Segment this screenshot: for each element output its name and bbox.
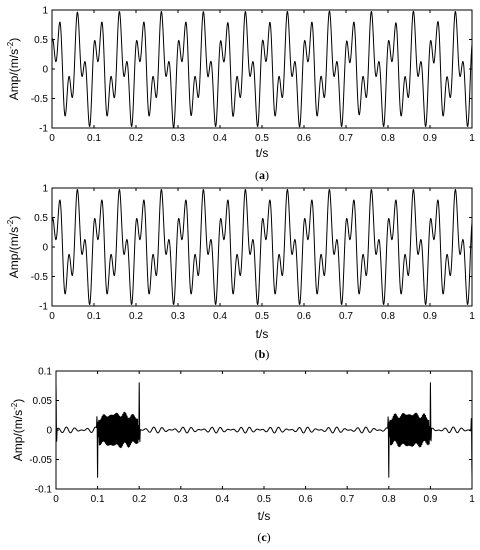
y-tick-label: 0.5 (34, 35, 48, 46)
x-tick-label: 0.3 (174, 494, 188, 505)
y-tick-label: 0.1 (38, 367, 52, 378)
y-axis-label: Amp/(m/s-2) (10, 399, 25, 461)
y-tick-label: 1 (42, 6, 48, 17)
caption-close: ) (265, 347, 269, 361)
y-tick-label: -0.1 (35, 485, 53, 496)
x-tick-label: 0.8 (381, 133, 395, 144)
x-tick-label: 0.6 (297, 311, 311, 322)
panel-caption: (b) (255, 347, 270, 361)
x-tick-label: 0.8 (381, 311, 395, 322)
x-tick-label: 0.1 (87, 311, 101, 322)
x-axis-label: t/s (258, 509, 271, 523)
x-tick-label: 0.4 (215, 494, 229, 505)
x-tick-label: 0.7 (339, 133, 353, 144)
x-tick-label: 1 (469, 311, 475, 322)
y-tick-label: 0.05 (33, 396, 53, 407)
x-tick-label: 1 (469, 133, 475, 144)
x-tick-label: 0.2 (129, 133, 143, 144)
series-line (55, 382, 473, 478)
x-tick-label: 0.4 (213, 133, 227, 144)
y-tick-label: -1 (39, 302, 48, 313)
y-tick-label: -1 (39, 124, 48, 135)
y-axis-label-sup: -2 (6, 41, 15, 49)
series-line (51, 189, 473, 305)
caption-letter: c (261, 530, 267, 544)
x-tick-label: 0.1 (87, 133, 101, 144)
y-tick-label: 0.5 (34, 213, 48, 224)
y-axis-label-sup: -2 (10, 402, 19, 410)
caption-letter: a (259, 168, 265, 182)
x-tick-label: 0.5 (257, 494, 271, 505)
x-tick-label: 0.4 (213, 311, 227, 322)
y-tick-label: -0.5 (31, 272, 49, 283)
x-tick-label: 0.9 (423, 311, 437, 322)
x-tick-label: 0.3 (171, 133, 185, 144)
chart-panel-c: 0 0.1 0.2 0.3 0.4 0.5 0.6 0.7 0.8 0.9 1 -0.1 -0.05 0 0… (10, 367, 475, 545)
x-tick-label: 1 (469, 494, 475, 505)
y-axis-label: Amp/(m/s-2) (6, 38, 21, 100)
panel-caption: (c) (257, 530, 270, 544)
x-axis-label: t/s (256, 146, 269, 160)
x-tick-label: 0.7 (340, 494, 354, 505)
y-axis-label-main: Amp/(m/s (7, 227, 21, 278)
x-tick-label: 0.6 (299, 494, 313, 505)
y-tick-label: -0.5 (31, 94, 49, 105)
x-tick-label: 0.9 (423, 133, 437, 144)
chart-panel-a: 0 0.1 0.2 0.3 0.4 0.5 0.6 0.7 0.8 0.9 1 -1 -0.5 0 0.5 1… (6, 6, 475, 183)
x-tick-label: 0 (49, 133, 55, 144)
x-tick-label: 0 (53, 494, 59, 505)
plot-frame (51, 9, 473, 129)
y-axis-label-close: ) (11, 399, 25, 403)
caption-open: ( (255, 347, 259, 361)
y-axis-label-main: Amp/(m/s (11, 410, 25, 461)
x-tick-label: 0.2 (129, 311, 143, 322)
x-tick-label: 0.3 (171, 311, 185, 322)
chart-panel-b: 0 0.1 0.2 0.3 0.4 0.5 0.6 0.7 0.8 0.9 1 -1 -0.5 0 0.5 1… (6, 184, 475, 362)
y-tick-label: 0 (42, 65, 48, 76)
x-axis-label: t/s (256, 327, 269, 341)
y-axis-label-close: ) (7, 216, 21, 220)
caption-open: ( (255, 168, 259, 182)
x-tick-label: 0.8 (382, 494, 396, 505)
y-tick-label: 0 (46, 426, 52, 437)
caption-open: ( (257, 530, 261, 544)
panel-caption: (a) (255, 168, 269, 182)
y-tick-label: 1 (42, 184, 48, 195)
x-tick-label: 0.1 (91, 494, 105, 505)
plot-frame (51, 187, 473, 307)
x-tick-label: 0.6 (297, 133, 311, 144)
x-tick-label: 0 (49, 311, 55, 322)
caption-close: ) (265, 168, 269, 182)
caption-close: ) (267, 530, 271, 544)
y-tick-label: -0.05 (29, 455, 52, 466)
y-axis-label-sup: -2 (6, 219, 15, 227)
x-tick-label: 0.5 (255, 311, 269, 322)
y-tick-label: 0 (42, 243, 48, 254)
y-axis-label-close: ) (7, 38, 21, 42)
x-tick-label: 0.9 (423, 494, 437, 505)
x-tick-label: 0.7 (339, 311, 353, 322)
y-axis-label-main: Amp/(m/s (7, 49, 21, 100)
y-axis-label: Amp/(m/s-2) (6, 216, 21, 278)
caption-letter: b (259, 347, 266, 361)
x-tick-label: 0.5 (255, 133, 269, 144)
series-line (51, 10, 473, 129)
x-tick-label: 0.2 (132, 494, 146, 505)
